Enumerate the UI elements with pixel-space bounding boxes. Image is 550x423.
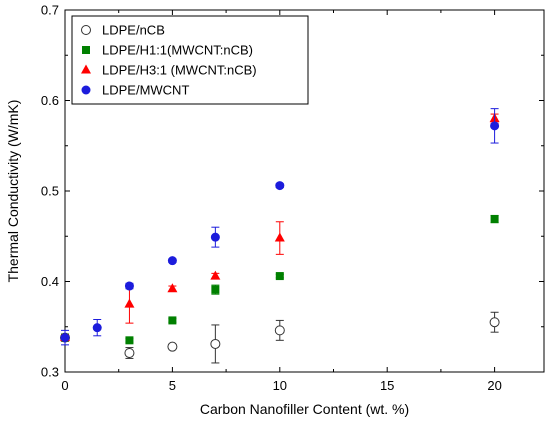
- legend-marker: [81, 25, 91, 35]
- x-axis-title: Carbon Nanofiller Content (wt. %): [200, 401, 409, 417]
- data-point: [124, 298, 135, 308]
- data-point: [124, 281, 134, 291]
- legend-marker: [81, 64, 91, 74]
- data-point: [274, 325, 285, 336]
- data-point: [167, 341, 178, 352]
- data-point: [490, 215, 499, 224]
- x-tick-label: 20: [487, 378, 501, 393]
- data-point: [124, 347, 135, 358]
- data-point: [490, 121, 500, 131]
- legend-label: LDPE/H1:1(MWCNT:nCB): [102, 43, 253, 58]
- legend: LDPE/nCB LDPE/H1:1(MWCNT:nCB) LDPE/H3:1 (M…: [71, 15, 309, 105]
- axes: 0 5 10 15 20 0.3 0.4 0.5 0.6 0.7: [41, 3, 545, 393]
- data-point: [60, 333, 70, 343]
- series-0: [60, 311, 500, 364]
- legend-label: LDPE/H3:1 (MWCNT:nCB): [102, 63, 257, 78]
- series-3: [60, 108, 500, 346]
- legend-label: LDPE/nCB: [102, 23, 165, 38]
- data-point: [274, 232, 285, 242]
- y-tick-label: 0.6: [41, 93, 59, 108]
- y-tick-label: 0.7: [41, 3, 59, 18]
- x-tick-label: 15: [380, 378, 394, 393]
- y-tick-label: 0.5: [41, 184, 59, 199]
- data-point: [167, 283, 178, 293]
- x-tick-label: 5: [169, 378, 176, 393]
- y-axis-title: Thermal Conductivity (W/mK): [5, 100, 21, 283]
- data-point: [211, 285, 220, 294]
- data-point: [92, 323, 102, 333]
- data-point: [210, 270, 221, 280]
- y-tick-label: 0.4: [41, 274, 59, 289]
- legend-marker: [82, 46, 90, 54]
- data-point: [275, 272, 284, 281]
- y-tick-label: 0.3: [41, 365, 59, 380]
- data-point: [125, 336, 134, 345]
- plot-data: [60, 108, 500, 364]
- data-point: [210, 232, 220, 242]
- data-point: [167, 256, 177, 266]
- series-2: [60, 113, 500, 342]
- legend-label: LDPE/MWCNT: [102, 83, 189, 98]
- data-point: [210, 338, 221, 349]
- legend-box: [71, 15, 309, 105]
- data-point: [489, 317, 500, 328]
- data-point: [168, 316, 177, 325]
- x-tick-label: 10: [273, 378, 287, 393]
- x-tick-label: 0: [61, 378, 68, 393]
- legend-marker: [81, 85, 91, 95]
- data-point: [275, 181, 285, 191]
